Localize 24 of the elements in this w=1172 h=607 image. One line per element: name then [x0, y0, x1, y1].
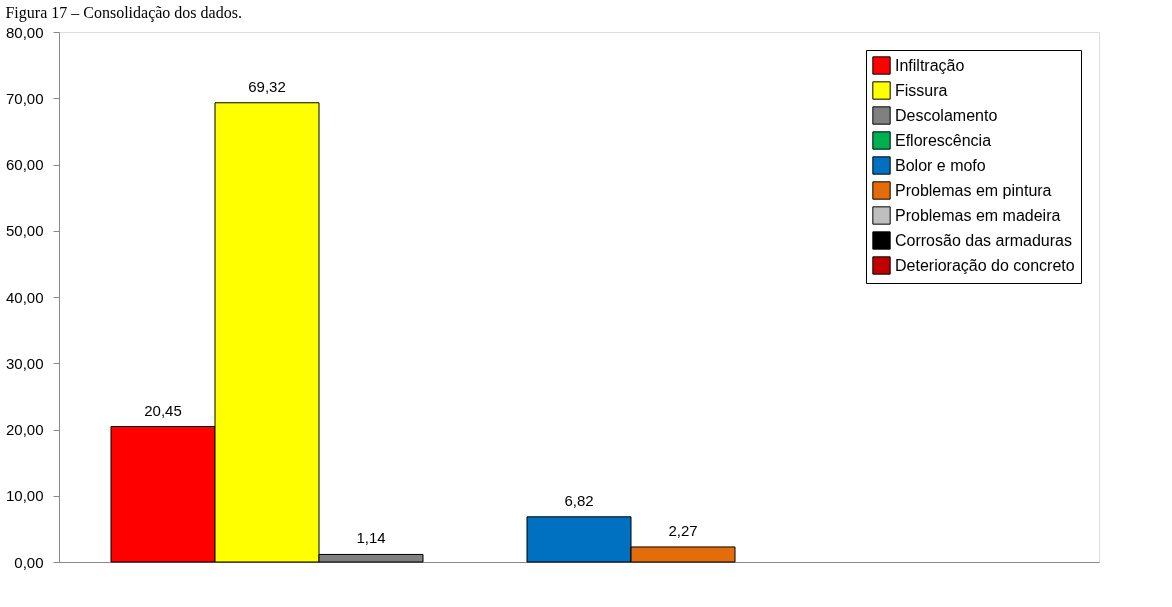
data-label: 20,45 [144, 401, 182, 419]
legend-label: Infiltração [895, 56, 965, 74]
y-tick-label: 0,00 [14, 553, 44, 571]
y-tick-label: 60,00 [5, 156, 44, 173]
chart-title: Figura 17 – Consolidação dos dados. [5, 4, 242, 22]
y-tick-label: 70,00 [5, 89, 44, 107]
data-label: 6,82 [564, 491, 594, 509]
legend-label: Descolamento [895, 106, 998, 124]
legend-label: Deterioração do concreto [895, 256, 1075, 274]
y-tick-label: 10,00 [5, 487, 44, 505]
y-tick-label: 30,00 [5, 354, 44, 372]
data-label: 2,27 [668, 521, 698, 539]
y-tick-label: 50,00 [5, 222, 44, 240]
y-tick-label: 20,00 [5, 421, 44, 438]
legend-label: Problemas em madeira [895, 206, 1061, 224]
y-tick-label: 40,00 [5, 288, 44, 306]
data-label: 1,14 [356, 529, 386, 547]
legend-label: Eflorescência [895, 131, 992, 149]
legend-label: Problemas em pintura [895, 181, 1052, 199]
legend-label: Corrosão das armaduras [895, 231, 1072, 249]
y-tick-label: 80,00 [5, 23, 44, 41]
data-label: 69,32 [248, 77, 286, 95]
legend-label: Bolor e mofo [895, 156, 986, 174]
legend-label: Fissura [895, 81, 948, 99]
